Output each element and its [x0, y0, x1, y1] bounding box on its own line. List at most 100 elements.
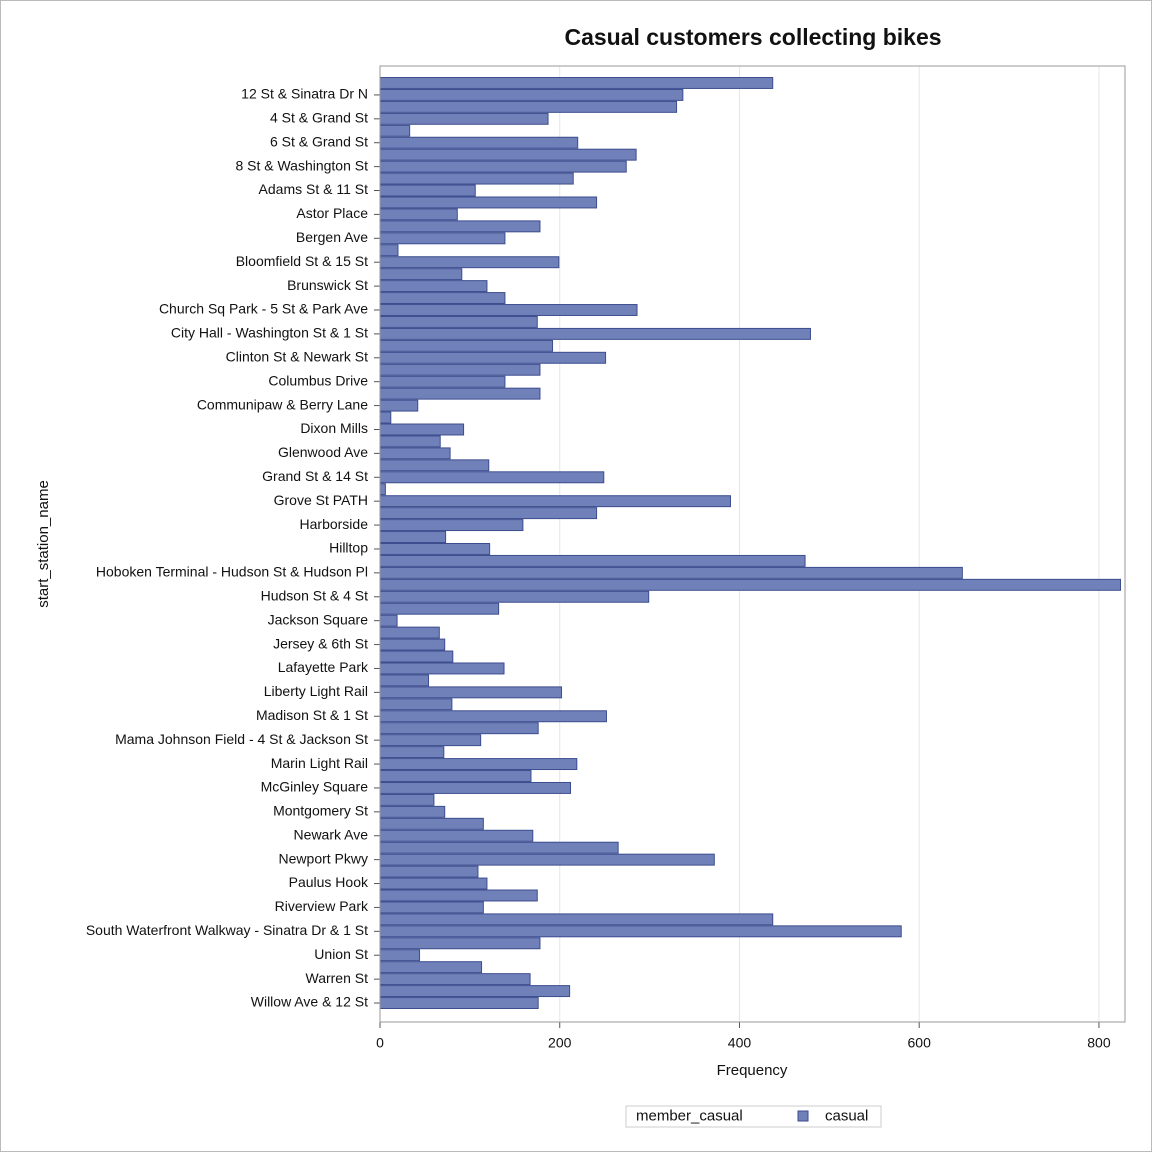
- bar: [379, 662, 505, 675]
- y-tick-label: Newark Ave: [294, 826, 369, 842]
- bar: [379, 746, 445, 759]
- bar: [379, 698, 453, 711]
- y-tick-label: Glenwood Ave: [278, 444, 368, 460]
- bar: [379, 220, 541, 233]
- bar: [379, 435, 441, 448]
- y-tick-label: Columbus Drive: [268, 372, 368, 388]
- bar: [379, 590, 650, 603]
- bar: [379, 925, 902, 938]
- bar: [379, 375, 506, 388]
- bar: [379, 292, 506, 305]
- bar: [379, 411, 392, 424]
- y-tick-label: Hilltop: [329, 540, 368, 556]
- y-tick-label: Warren St: [306, 970, 369, 986]
- legend-label: casual: [825, 1107, 868, 1124]
- bar: [379, 280, 488, 293]
- bar: [379, 734, 482, 747]
- y-tick-label: Madison St & 1 St: [256, 707, 368, 723]
- x-axis-label: Frequency: [717, 1062, 788, 1079]
- y-tick-label: Liberty Light Rail: [264, 683, 368, 699]
- bar: [379, 268, 463, 281]
- y-tick-label: Bloomfield St & 15 St: [236, 253, 368, 269]
- bar: [379, 841, 619, 854]
- bar: [379, 913, 774, 926]
- bar: [379, 339, 554, 352]
- x-tick-label: 200: [548, 1035, 572, 1051]
- bar: [379, 124, 411, 137]
- y-tick-label: Newport Pkwy: [279, 850, 368, 866]
- bar: [379, 770, 532, 782]
- y-tick-label: Dixon Mills: [300, 420, 368, 436]
- bar: [379, 459, 490, 472]
- bar: [379, 244, 399, 257]
- bar: [379, 447, 451, 460]
- plot-frame: [379, 65, 1126, 1023]
- bar: [379, 304, 638, 316]
- bar: [379, 423, 465, 436]
- y-tick-label: Marin Light Rail: [271, 755, 368, 771]
- bar: [379, 554, 806, 567]
- bar: [379, 172, 574, 185]
- y-tick-label: Lafayette Park: [278, 659, 369, 675]
- bar: [379, 519, 524, 532]
- y-tick-label: Jersey & 6th St: [273, 635, 368, 651]
- y-tick-label: Union St: [314, 946, 368, 962]
- bar: [379, 853, 715, 866]
- bar: [379, 758, 578, 771]
- bar: [379, 471, 605, 484]
- bar: [379, 781, 572, 794]
- bar: [379, 363, 541, 376]
- bar: [379, 483, 386, 496]
- bar: [379, 507, 598, 520]
- bar: [379, 495, 731, 508]
- bar: [379, 686, 563, 699]
- bar: [379, 937, 541, 950]
- y-tick-label: City Hall - Washington St & 1 St: [171, 325, 368, 341]
- bar: [379, 88, 684, 101]
- x-tick-label: 400: [728, 1035, 752, 1051]
- bar: [379, 232, 506, 245]
- bar: [379, 160, 627, 173]
- y-tick-label: Hudson St & 4 St: [261, 587, 369, 603]
- x-tick-label: 800: [1087, 1035, 1111, 1051]
- bar: [379, 722, 539, 735]
- bar: [379, 387, 541, 400]
- legend-swatch: [797, 1110, 809, 1122]
- bar: [379, 566, 963, 579]
- bar: [379, 184, 476, 197]
- y-tick-label: 8 St & Washington St: [235, 157, 368, 173]
- y-tick-label: Astor Place: [296, 205, 368, 221]
- bar: [379, 148, 637, 161]
- bar: [379, 710, 607, 723]
- bar: [379, 877, 488, 890]
- y-tick-label: Clinton St & Newark St: [226, 348, 368, 364]
- bar: [379, 949, 421, 962]
- y-tick-label: 6 St & Grand St: [270, 133, 368, 149]
- bar: [379, 805, 446, 818]
- y-tick-label: Mama Johnson Field - 4 St & Jackson St: [115, 731, 368, 747]
- chart-title: Casual customers collecting bikes: [564, 24, 941, 50]
- bar: [379, 889, 538, 902]
- bar: [379, 315, 538, 328]
- bar: [379, 196, 598, 209]
- bar: [379, 327, 811, 340]
- bar: [379, 136, 579, 149]
- legend-title: member_casual: [636, 1107, 743, 1124]
- bar: [379, 674, 430, 687]
- y-tick-label: Willow Ave & 12 St: [251, 994, 368, 1010]
- bar: [379, 901, 484, 914]
- y-tick-label: Paulus Hook: [289, 874, 369, 890]
- bar: [379, 638, 446, 651]
- bar: [379, 543, 491, 555]
- y-tick-label: Riverview Park: [275, 898, 369, 914]
- y-tick-label: Montgomery St: [273, 803, 368, 819]
- x-tick-label: 0: [376, 1035, 384, 1051]
- bar: [379, 817, 484, 830]
- y-tick-label: Harborside: [300, 516, 369, 532]
- bar: [379, 793, 435, 806]
- y-tick-label: Hoboken Terminal - Hudson St & Hudson Pl: [96, 564, 368, 580]
- bar: [379, 351, 607, 364]
- y-tick-label: South Waterfront Walkway - Sinatra Dr & …: [86, 922, 368, 938]
- bar: [379, 100, 678, 113]
